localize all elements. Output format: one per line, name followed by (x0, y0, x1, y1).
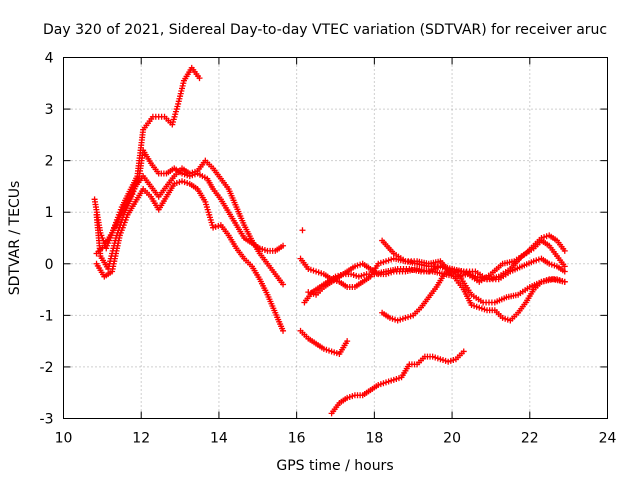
y-tick-label: 1 (45, 205, 54, 221)
x-tick-label: 14 (210, 431, 228, 447)
series-track-4 (93, 178, 287, 334)
grid (63, 57, 608, 419)
data-point (280, 281, 287, 288)
y-tick-label: 2 (45, 154, 54, 170)
x-tick-label: 18 (365, 431, 383, 447)
data-point (280, 242, 287, 249)
x-tick-label: 24 (599, 431, 617, 447)
data-points (91, 64, 568, 417)
data-point (196, 75, 203, 82)
series-track-10 (379, 265, 568, 324)
y-tick-label: 4 (45, 51, 54, 67)
x-axis-label: GPS time / hours (276, 458, 393, 474)
data-point (344, 338, 351, 345)
series-isolated (299, 227, 306, 234)
data-point (561, 263, 568, 270)
series-track-11 (328, 348, 467, 417)
plot-border (63, 57, 608, 419)
y-tick-label: 3 (45, 102, 54, 118)
series-track-3 (93, 157, 287, 288)
y-tick-label: -3 (40, 412, 54, 428)
data-point (280, 327, 287, 334)
x-tick-label: 10 (55, 431, 73, 447)
y-tick-label: 0 (45, 257, 54, 273)
x-tick-label: 16 (288, 431, 306, 447)
x-tick-label: 20 (443, 431, 461, 447)
data-point (460, 348, 467, 355)
data-point (561, 268, 568, 275)
x-tick-label: 22 (521, 431, 539, 447)
data-point (561, 278, 568, 285)
data-point (561, 247, 568, 254)
y-tick-label: -2 (40, 360, 54, 376)
data-point (299, 227, 306, 234)
y-axis-label: SDTVAR / TECUs (7, 181, 23, 296)
x-tick-label: 12 (132, 431, 150, 447)
series-track-5 (297, 327, 351, 358)
chart-title: Day 320 of 2021, Sidereal Day-to-day VTE… (43, 22, 607, 38)
y-tick-label: -1 (40, 308, 54, 324)
series-track-8 (297, 255, 568, 290)
